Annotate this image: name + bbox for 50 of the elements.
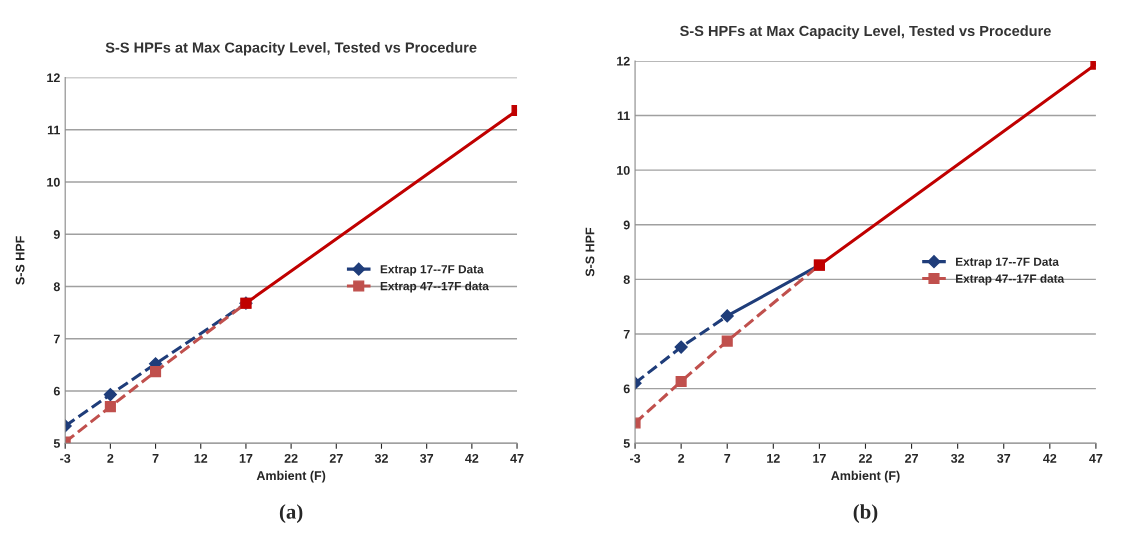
x-tick-label: 32 [374, 453, 388, 463]
legend-label: Extrap 17--7F Data [380, 265, 484, 276]
x-tick-label: 2 [107, 453, 114, 463]
x-tick-label: 27 [329, 453, 343, 463]
x-tick-label: -3 [60, 453, 71, 463]
x-tick-label: 22 [858, 453, 872, 463]
x-tick-label: 12 [767, 453, 780, 463]
chart-title: S-S HPFs at Max Capacity Level, Tested vs Procedure [105, 41, 477, 56]
y-tick-label: 6 [623, 384, 630, 394]
x-tick-label: 37 [997, 453, 1011, 463]
y-tick-label: 10 [617, 165, 630, 175]
y-tick-label: 11 [617, 111, 630, 121]
y-tick-label: 12 [47, 73, 60, 83]
x-tick-label: 47 [510, 454, 524, 463]
x-axis-title: Ambient (F) [831, 470, 900, 483]
chart-title: S-S HPFs at Max Capacity Level, Tested vs Procedure [680, 25, 1051, 39]
x-tick-label: 22 [284, 453, 298, 463]
x-tick-label: 12 [194, 453, 208, 463]
x-tick-label: 7 [724, 454, 731, 463]
x-tick-label: 7 [152, 454, 159, 463]
x-tick-label: 17 [239, 454, 253, 463]
x-tick-label: 42 [465, 453, 479, 463]
y-axis-title: S-S HPF [585, 227, 595, 277]
y-tick-label: 8 [623, 275, 630, 285]
legend-label: Extrap 47--17F data [380, 281, 489, 293]
y-tick-label: 5 [623, 439, 630, 448]
y-tick-label: 7 [623, 329, 630, 339]
y-tick-label: 6 [53, 386, 60, 396]
text: (b) [853, 504, 878, 524]
y-tick-label: 8 [53, 282, 60, 292]
y-tick-label: 5 [53, 439, 60, 448]
x-tick-label: 17 [813, 454, 826, 463]
y-tick-label: 10 [47, 177, 60, 187]
legend-label: Extrap 47--17F data [956, 274, 1065, 286]
y-axis-title: S-S HPF [15, 236, 25, 285]
x-tick-label: 2 [678, 453, 685, 463]
x-tick-label: 42 [1043, 453, 1057, 463]
y-tick-label: 11 [47, 125, 60, 135]
y-tick-label: 9 [53, 230, 60, 239]
y-tick-label: 7 [53, 334, 60, 344]
legend-label: Extrap 17--7F Data [956, 257, 1059, 269]
x-tick-label: 47 [1089, 454, 1103, 463]
x-tick-label: 37 [420, 453, 434, 463]
y-tick-label: 12 [617, 56, 630, 66]
x-tick-label: 27 [905, 453, 918, 463]
y-tick-label: 9 [623, 220, 630, 230]
x-tick-label: -3 [629, 453, 641, 463]
x-tick-label: 32 [950, 453, 965, 463]
x-axis-title: Ambient (F) [256, 470, 326, 483]
text: (a) [279, 504, 303, 524]
